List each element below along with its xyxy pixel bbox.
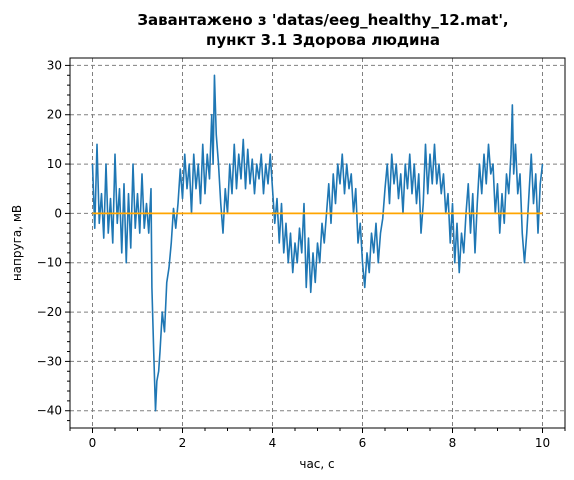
x-axis-label: час, с — [299, 457, 334, 471]
y-tick-label: 10 — [47, 157, 62, 171]
x-tick-label: 10 — [535, 436, 550, 450]
axis-ticks — [65, 64, 566, 433]
x-tick-label: 0 — [89, 436, 97, 450]
y-tick-label: 0 — [54, 206, 62, 220]
series-layer — [91, 74, 544, 412]
y-tick-labels: 30 20 10 0 −10 −20 −30 −40 — [37, 58, 62, 417]
x-tick-labels: 0 2 4 6 8 10 — [89, 436, 550, 450]
x-tick-label: 6 — [359, 436, 367, 450]
x-tick-label: 4 — [269, 436, 277, 450]
y-tick-label: −40 — [37, 404, 62, 418]
y-tick-label: 20 — [47, 108, 62, 122]
eeg-signal-line — [91, 74, 544, 412]
x-tick-label: 2 — [179, 436, 187, 450]
y-tick-label: −10 — [37, 256, 62, 270]
y-tick-label: −30 — [37, 354, 62, 368]
y-tick-label: −20 — [37, 305, 62, 319]
x-tick-label: 8 — [449, 436, 457, 450]
y-axis-label: напруга, мВ — [10, 205, 24, 281]
chart-title-line-1: Завантажено з 'datas/eeg_healthy_12.mat'… — [137, 11, 508, 29]
y-tick-label: 30 — [47, 58, 62, 72]
chart-title-line-2: пункт 3.1 Здорова людина — [206, 31, 440, 49]
